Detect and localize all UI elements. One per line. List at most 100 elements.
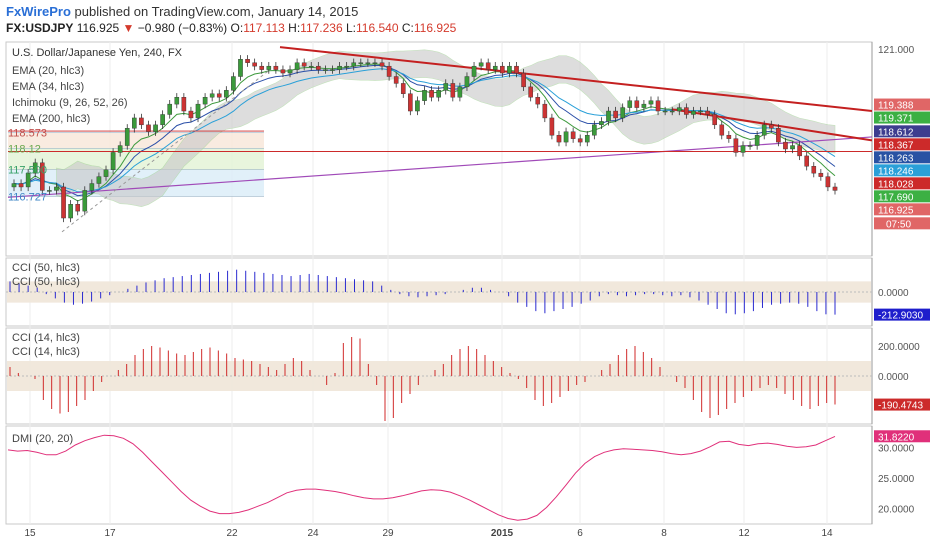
candle — [776, 128, 781, 143]
price-badge-bg — [874, 151, 930, 164]
candle — [139, 117, 144, 126]
price-badge-bg — [874, 98, 930, 111]
candle — [811, 166, 817, 174]
candle — [110, 152, 116, 170]
candle — [96, 176, 102, 184]
high-value: 117.236 — [300, 21, 343, 35]
author-link[interactable]: FxWirePro — [6, 4, 71, 19]
candle — [301, 62, 307, 67]
candle — [132, 117, 137, 129]
candle — [443, 83, 449, 91]
fib-level-label: 117.500 — [8, 165, 47, 177]
price-badge: 118.263 — [878, 153, 914, 164]
cci-value-badge: -212.9030 — [878, 311, 923, 322]
candle — [379, 62, 385, 67]
candle — [599, 121, 604, 126]
candle — [160, 114, 165, 126]
indicator-label: EMA (20, hlc3) — [12, 65, 84, 77]
candle — [195, 103, 201, 119]
candle — [337, 65, 342, 70]
panels: 15 17 22 24 29 2015 6 8 12 14 U.S. Dollar/Japanese… — [5, 41, 930, 539]
low-value: 116.540 — [356, 21, 399, 35]
candle — [507, 65, 512, 74]
candle — [783, 141, 788, 150]
candle — [592, 124, 597, 136]
price-badge-bg — [874, 125, 930, 138]
candle — [832, 186, 838, 191]
symbol-label[interactable]: FX:USDJPY — [6, 21, 74, 35]
candle — [216, 93, 222, 98]
close-label: C: — [401, 21, 414, 35]
candle — [330, 69, 335, 71]
cci-label: CCI (14, hlc3) — [12, 332, 80, 344]
open-label: O: — [230, 21, 244, 35]
candle — [259, 65, 265, 70]
candle — [82, 190, 88, 212]
ichimoku-baseline — [13, 68, 836, 193]
candle — [613, 110, 618, 119]
cci-label: CCI (50, hlc3) — [12, 276, 80, 288]
dmi-panel-frame — [5, 425, 873, 525]
high-label: H: — [288, 21, 301, 35]
down-arrow-icon: ▼ — [122, 21, 135, 35]
candle — [181, 97, 187, 112]
candle — [415, 100, 420, 112]
time-tick-label: 15 — [24, 528, 36, 539]
price-badge-bg — [874, 111, 930, 124]
chart-area[interactable]: 15 17 22 24 29 2015 6 8 12 14 U.S. Dollar/Japanese… — [0, 38, 932, 550]
candle — [818, 172, 824, 177]
candle — [698, 110, 703, 113]
candle — [761, 124, 767, 136]
last-price: 116.925 — [76, 21, 120, 35]
candle — [117, 145, 123, 153]
candle — [542, 103, 548, 119]
candle — [422, 90, 427, 101]
time-tick-label: 24 — [307, 528, 319, 539]
publish-line: FxWirePro published on TradingView.com, … — [6, 4, 358, 19]
candle — [344, 65, 349, 68]
candle — [641, 103, 647, 108]
trendline-upper — [279, 46, 873, 113]
cci-value-badge-bg — [874, 398, 930, 411]
price-badge-bg — [874, 138, 930, 151]
candle — [316, 65, 321, 70]
dmi-value-badge-bg — [874, 430, 930, 443]
candle — [825, 176, 831, 188]
candle — [252, 62, 257, 67]
indicator-label: EMA (34, hlc3) — [12, 81, 84, 93]
candle — [471, 65, 477, 77]
candle — [32, 162, 38, 174]
fib-anchor-line — [61, 69, 271, 233]
candle — [669, 110, 675, 113]
candle — [231, 76, 236, 91]
price-badge: 117.690 — [878, 192, 914, 203]
time-tick-label: 14 — [821, 528, 833, 539]
candle — [457, 86, 463, 98]
candle — [429, 90, 434, 98]
candle — [25, 172, 31, 188]
cci-label: CCI (50, hlc3) — [12, 262, 80, 274]
candle — [386, 65, 392, 77]
candle — [712, 114, 717, 126]
candle — [804, 155, 809, 167]
candle — [308, 65, 314, 68]
price-badge-bg — [874, 164, 930, 177]
time-tick-label: 12 — [738, 528, 750, 539]
candle — [500, 65, 505, 74]
price-badge-bg — [874, 190, 930, 203]
cci-label: CCI (14, hlc3) — [12, 346, 80, 358]
candle — [535, 97, 541, 105]
candle — [450, 83, 456, 98]
open-value: 117.113 — [243, 21, 285, 35]
time-tick-label: 17 — [104, 528, 116, 539]
dmi-axis-label: 30.0000 — [878, 443, 915, 454]
candle — [75, 204, 81, 212]
price-badge: 118.367 — [878, 140, 914, 151]
candle — [754, 134, 760, 146]
dmi-axis-label: 20.0000 — [878, 505, 915, 516]
price-badge: 116.925 — [878, 205, 914, 216]
ema200-line — [7, 136, 873, 198]
low-label: L: — [346, 21, 357, 35]
time-tick-label: 29 — [382, 528, 394, 539]
candle — [174, 97, 180, 105]
